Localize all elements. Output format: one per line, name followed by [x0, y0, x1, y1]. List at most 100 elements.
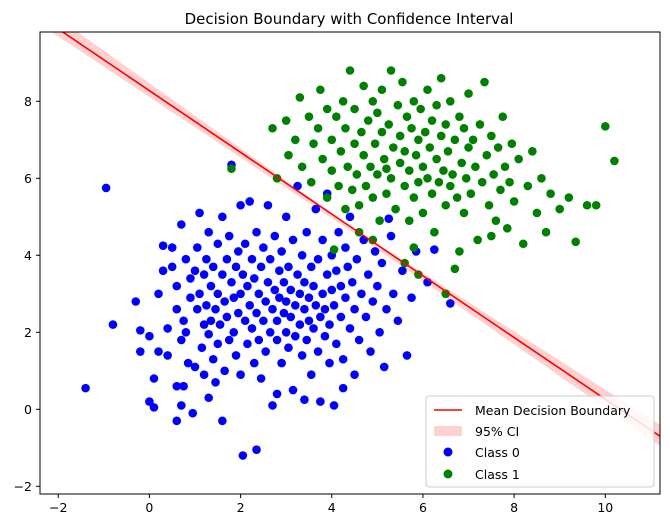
class1-point	[571, 237, 580, 247]
class1-point	[523, 181, 533, 191]
class1-point	[411, 150, 421, 160]
class1-point	[448, 170, 457, 179]
class0-point	[199, 370, 209, 379]
class1-point	[409, 243, 419, 252]
class1-point	[441, 120, 451, 129]
class1-point	[402, 112, 412, 121]
class1-point	[480, 77, 489, 87]
class1-point	[455, 112, 464, 121]
class1-point	[341, 123, 350, 133]
class1-point	[297, 162, 307, 172]
class0-point	[204, 393, 213, 403]
class0-point	[211, 378, 220, 387]
class1-point	[484, 200, 494, 210]
class0-point	[338, 354, 348, 364]
class0-point	[302, 335, 311, 345]
class0-point	[181, 328, 191, 337]
class1-point	[430, 227, 439, 237]
class0-point	[163, 324, 172, 333]
class0-point	[231, 351, 241, 360]
class0-point	[149, 403, 159, 412]
class1-point	[445, 181, 455, 191]
class1-point	[491, 216, 501, 225]
class1-point	[420, 127, 430, 137]
class1-point	[354, 200, 364, 210]
class0-point	[332, 339, 341, 349]
class1-point	[281, 116, 291, 125]
class0-point	[208, 354, 218, 364]
class1-point	[482, 150, 492, 160]
class0-point	[272, 389, 282, 399]
class1-point	[477, 177, 487, 187]
class0-point	[302, 227, 311, 237]
class0-point	[341, 293, 350, 302]
class0-point	[218, 416, 227, 426]
class0-point	[325, 358, 334, 368]
class1-point	[352, 170, 362, 179]
class0-point	[222, 254, 232, 264]
class0-point	[318, 289, 327, 299]
class0-point	[322, 270, 332, 279]
class1-point	[343, 162, 353, 172]
class1-point	[318, 154, 327, 164]
class0-point	[336, 281, 346, 291]
class1-point	[414, 177, 423, 187]
class0-point	[375, 328, 384, 337]
class0-point	[345, 212, 355, 222]
class0-point	[311, 301, 321, 310]
class0-point	[240, 239, 250, 249]
class1-point	[416, 104, 425, 114]
class0-point	[275, 293, 284, 302]
class1-point	[436, 131, 446, 141]
class0-point	[295, 289, 305, 299]
class1-point	[445, 97, 455, 106]
class1-point	[357, 127, 366, 137]
class0-point	[218, 212, 227, 222]
class1-point	[336, 147, 346, 156]
class0-point	[177, 335, 186, 345]
class1-point	[395, 131, 405, 141]
class1-point	[466, 189, 476, 198]
class0-point	[270, 231, 280, 241]
class0-point	[309, 281, 318, 291]
class1-point	[487, 131, 496, 141]
class0-point	[268, 304, 277, 314]
class0-point	[347, 277, 357, 287]
class0-point	[354, 335, 364, 345]
class0-point	[238, 270, 248, 279]
y-tick-label: 8	[24, 94, 32, 109]
class0-point	[384, 214, 394, 224]
class1-point	[409, 97, 419, 106]
class0-point	[249, 358, 259, 368]
class0-point	[195, 289, 204, 299]
class1-point	[473, 235, 482, 245]
class0-point	[181, 254, 191, 264]
class0-point	[350, 370, 359, 379]
class1-point	[338, 97, 348, 106]
class0-point	[311, 204, 321, 214]
class0-point	[277, 358, 286, 368]
class0-point	[368, 297, 378, 306]
class0-point	[256, 262, 266, 272]
class1-point	[386, 66, 396, 75]
class0-point	[327, 285, 337, 295]
legend-class0-swatch	[443, 447, 453, 457]
class1-point	[322, 104, 332, 114]
class1-point	[306, 177, 316, 187]
legend-class1-swatch	[443, 469, 453, 479]
class0-point	[313, 347, 323, 356]
class1-point	[409, 193, 419, 202]
class0-point	[145, 397, 154, 406]
class0-point	[236, 200, 245, 210]
class0-point	[183, 358, 193, 368]
class0-point	[279, 277, 289, 287]
class0-point	[245, 301, 255, 310]
class0-point	[259, 243, 268, 252]
class1-point	[366, 162, 375, 172]
class0-point	[243, 281, 252, 291]
class0-point	[172, 304, 182, 314]
class0-point	[325, 320, 334, 329]
class0-point	[231, 262, 241, 272]
class1-point	[327, 166, 337, 175]
